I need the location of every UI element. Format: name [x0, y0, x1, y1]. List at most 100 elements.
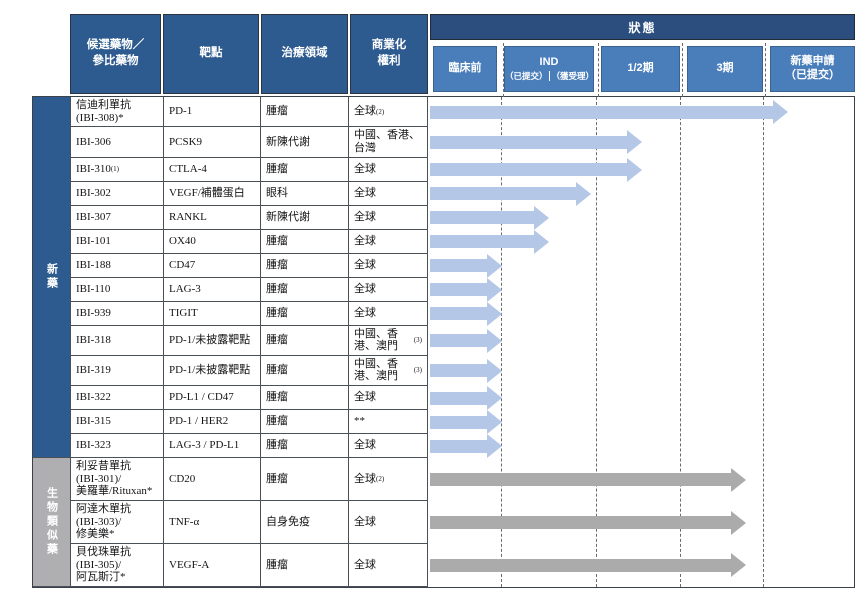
progress-arrow	[430, 410, 503, 435]
rights-cell: 全球	[349, 543, 428, 587]
drug-cell: IBI-101	[71, 229, 164, 254]
ind-sub-divider	[548, 71, 550, 82]
arrow-head-icon	[730, 510, 746, 535]
group-label-biosimilar: 生物類似藥	[33, 458, 71, 587]
status-cell	[428, 356, 854, 386]
area-cell: 腫瘤	[261, 386, 349, 411]
drug-cell: 阿達木單抗 (IBI-303)/ 修美樂*	[71, 501, 164, 544]
area-cell: 新陳代謝	[261, 205, 349, 230]
group-label-new: 新藥	[33, 97, 71, 459]
drug-cell: IBI-302	[71, 181, 164, 206]
status-cell	[428, 410, 854, 435]
arrow-head-icon	[533, 205, 549, 230]
drug-cell: IBI-306	[71, 127, 164, 158]
arrow-head-icon	[487, 253, 503, 278]
status-cell	[428, 277, 854, 302]
target-cell: CTLA-4	[164, 157, 261, 182]
progress-arrow	[430, 157, 642, 182]
area-cell: 腫瘤	[261, 458, 349, 502]
drug-cell: IBI-319	[71, 355, 164, 387]
phase-divider-dashed	[596, 97, 597, 587]
phase-divider-dashed	[763, 97, 764, 587]
progress-arrow	[430, 181, 592, 206]
ind-sub-label: （獲受理）	[551, 71, 594, 82]
progress-arrow	[430, 253, 503, 278]
progress-arrow	[430, 277, 503, 302]
area-cell: 腫瘤	[261, 277, 349, 302]
drug-cell: 利妥昔單抗 (IBI-301)/ 美羅華/Rituxan*	[71, 458, 164, 502]
status-cell	[428, 458, 854, 501]
status-cell	[428, 157, 854, 182]
drug-cell: IBI-323	[71, 434, 164, 459]
arrow-head-icon	[730, 553, 746, 578]
arrow-head-icon	[533, 229, 549, 254]
ind-sub-labels: （已提交） （獲受理）	[505, 70, 594, 82]
phase-divider-dashed	[680, 97, 681, 587]
group-label-text: 新藥	[45, 263, 58, 292]
target-cell: LAG-3	[164, 277, 261, 302]
status-cell	[428, 181, 854, 206]
rights-cell: 中國、香港、澳門 (3)	[349, 355, 428, 387]
target-cell: PD-1	[164, 97, 261, 128]
status-cell	[428, 97, 854, 127]
target-cell: PD-1/未披露靶點	[164, 325, 261, 356]
target-cell: VEGF/補體蛋白	[164, 181, 261, 206]
progress-arrow	[430, 467, 746, 492]
rights-cell: 全球	[349, 301, 428, 326]
pipeline-body: 新藥 信迪利單抗 (IBI-308)* PD-1 腫瘤 全球 (2) IBI-30…	[32, 96, 855, 588]
ind-sub-label: （已提交）	[505, 71, 548, 82]
area-cell: 腫瘤	[261, 253, 349, 278]
arrow-head-icon	[487, 301, 503, 326]
status-cell	[428, 386, 854, 411]
drug-cell: IBI-307	[71, 205, 164, 230]
target-cell: TNF-α	[164, 501, 261, 544]
area-cell: 自身免疫	[261, 501, 349, 544]
status-cell	[428, 501, 854, 544]
rights-cell: 全球	[349, 277, 428, 302]
rights-cell: 中國、香港、澳門 (3)	[349, 325, 428, 356]
target-cell: PD-1/未披露靶點	[164, 355, 261, 387]
target-cell: OX40	[164, 229, 261, 254]
area-cell: 腫瘤	[261, 325, 349, 356]
progress-arrow	[430, 328, 503, 353]
pipeline-table: 候選藥物／ 參比藥物 靶點 治療領域 商業化 權利 狀態 臨床前 IND （已提交）…	[32, 14, 855, 588]
arrow-head-icon	[487, 386, 503, 411]
progress-arrow	[430, 358, 503, 383]
progress-arrow	[430, 510, 746, 535]
rights-cell: **	[349, 410, 428, 435]
arrow-head-icon	[487, 328, 503, 353]
phase-divider-dashed	[598, 43, 599, 97]
area-cell: 腫瘤	[261, 434, 349, 459]
status-cell	[428, 326, 854, 356]
group-label-text: 生物類似藥	[45, 487, 58, 557]
area-cell: 腫瘤	[261, 157, 349, 182]
rights-cell: 全球 (2)	[349, 97, 428, 128]
stage-label: IND	[539, 55, 559, 68]
rights-cell: 全球	[349, 253, 428, 278]
drug-cell: 貝伐珠單抗 (IBI-305)/ 阿瓦斯汀*	[71, 543, 164, 587]
stage-box-3: 1/2期	[601, 46, 680, 92]
stage-label: 臨床前	[448, 62, 482, 75]
status-cell	[428, 301, 854, 326]
area-cell: 腫瘤	[261, 229, 349, 254]
target-cell: LAG-3 / PD-L1	[164, 434, 261, 459]
status-band: 狀態	[430, 14, 855, 40]
stage-box-1: 臨床前	[433, 46, 497, 92]
stage-box-5: 新藥申請 （已提交）	[770, 46, 855, 92]
stage-box-2: IND （已提交） （獲受理）	[504, 46, 594, 92]
arrow-head-icon	[627, 130, 642, 155]
progress-arrow	[430, 553, 746, 578]
table-header: 候選藥物／ 參比藥物 靶點 治療領域 商業化 權利 狀態 臨床前 IND （已提交）…	[70, 14, 855, 97]
progress-arrow	[430, 386, 503, 411]
rights-cell: 全球	[349, 157, 428, 182]
rights-cell: 全球	[349, 229, 428, 254]
phase-divider-dashed	[765, 43, 766, 97]
area-cell: 腫瘤	[261, 97, 349, 128]
status-cell	[428, 127, 854, 157]
area-cell: 腫瘤	[261, 301, 349, 326]
area-cell: 腫瘤	[261, 410, 349, 435]
column-header-drug: 候選藥物／ 參比藥物	[70, 14, 161, 94]
target-cell: CD47	[164, 253, 261, 278]
rights-cell: 中國、香港、台灣	[349, 127, 428, 158]
